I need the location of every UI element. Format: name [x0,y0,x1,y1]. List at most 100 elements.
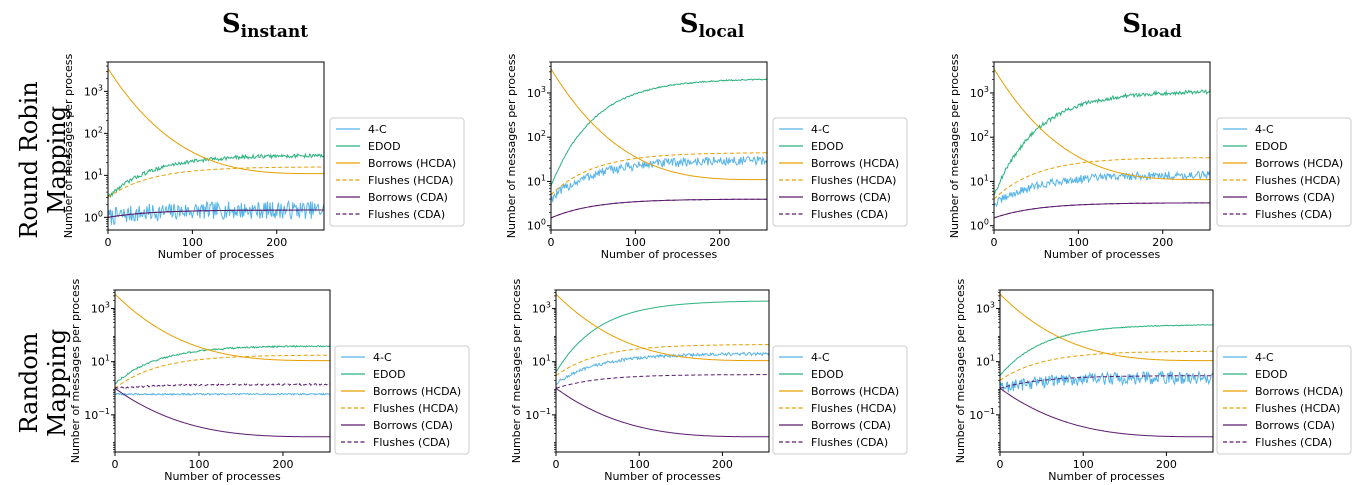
legend-entry: Flushes (HCDA) [368,174,453,187]
legend-entry: Borrows (CDA) [368,191,448,204]
series-line [994,170,1210,208]
x-tick-label: 200 [712,458,733,471]
series-line [556,300,769,373]
legend-entry: Borrows (HCDA) [811,385,899,398]
legend-entry: Flushes (HCDA) [373,402,458,415]
column-title-sub: local [699,22,745,42]
plot-frame [993,61,1211,231]
legend-entry: Flushes (HCDA) [811,402,896,415]
y-axis-label: Number of messages per process [62,53,75,238]
legend-entry: 4-C [368,123,387,136]
row-label-line-2: Mapping [43,106,71,214]
y-axis-label: Number of messages per process [505,53,518,238]
legend-box [1216,345,1352,455]
series-line [115,354,330,389]
legend-entry: EDOD [811,140,844,153]
legend-entry: Flushes (HCDA) [1255,402,1340,415]
series-line [115,344,330,385]
row-label-line-1: Round Robin [15,81,43,238]
legend-entry: Flushes (CDA) [811,436,888,449]
series-line [108,68,324,175]
legend-entry: EDOD [368,140,401,153]
series-line [556,351,769,385]
series-line [556,374,769,389]
legend-entry: EDOD [373,368,406,381]
legend-entry: Flushes (CDA) [373,436,450,449]
x-tick-label: 200 [266,236,287,249]
column-title-sub: instant [241,22,309,42]
series-line [551,152,767,196]
y-tick-label: 10−1 [969,407,995,422]
series-line [115,387,330,438]
legend-entry: Flushes (CDA) [368,208,445,221]
x-tick-label: 200 [272,458,293,471]
x-tick-label: 200 [1152,236,1173,249]
series-lines [108,68,324,226]
legend-box [772,117,908,227]
x-axis-label: Number of processes [604,470,721,483]
svg-text:Sload: Sload [1122,9,1182,42]
legend-entry: Borrows (CDA) [811,419,891,432]
x-tick-label: 0 [991,236,998,249]
legend-box [1216,117,1352,227]
legend-entry: 4-C [1255,123,1274,136]
series-line [115,293,330,362]
y-tick-label: 100 [970,218,989,233]
y-tick-label: 103 [527,85,546,100]
x-tick-label: 0 [997,458,1004,471]
series-lines [556,293,769,438]
series-line [551,78,767,187]
series-line [556,387,769,438]
y-tick-label: 103 [970,85,989,100]
legend-entry: 4-C [373,351,392,364]
legend-entry: 4-C [1255,351,1274,364]
x-axis-label: Number of processes [601,248,718,261]
x-tick-label: 0 [112,458,119,471]
svg-text:Sinstant: Sinstant [222,9,308,42]
series-line [994,89,1210,196]
y-tick-label: 100 [527,218,546,233]
y-tick-label: 102 [527,129,546,144]
legend: 4-C EDOD Borrows (HCDA) Flushes (HCDA) Borro… [772,117,908,227]
legend-entry: Borrows (CDA) [811,191,891,204]
legend: 4-C EDOD Borrows (HCDA) Flushes (HCDA) Borro… [329,117,465,227]
y-tick-label: 101 [84,167,103,182]
x-axis-label: Number of processes [1044,248,1161,261]
column-title-local: Slocal [680,9,745,42]
legend-entry: Borrows (CDA) [373,419,453,432]
row-label-round-robin: Round Robin Mapping [15,81,71,238]
y-tick-label: 10−1 [84,407,110,422]
x-tick-label: 100 [625,236,646,249]
plot-frame [555,289,770,453]
legend-box [334,345,470,455]
svg-text:Slocal: Slocal [680,9,745,42]
y-axis-label: Number of messages per process [948,53,961,238]
legend-entry: Borrows (HCDA) [1255,385,1343,398]
y-tick-label: 103 [532,301,551,316]
series-line [108,166,324,198]
series-lines [1000,293,1213,438]
legend-entry: 4-C [811,351,830,364]
legend: 4-C EDOD Borrows (HCDA) Flushes (HCDA) Borro… [1216,345,1352,455]
x-tick-label: 200 [709,236,730,249]
legend-entry: Borrows (CDA) [1255,191,1335,204]
plot-frame [114,289,331,453]
series-line [994,68,1210,181]
legend-entry: Flushes (HCDA) [1255,174,1340,187]
series-line [551,68,767,181]
y-tick-label: 101 [527,173,546,188]
x-tick-label: 100 [1068,236,1089,249]
legend-entry: Borrows (HCDA) [1255,157,1343,170]
legend-entry: 4-C [811,123,830,136]
chart-panel: 0 100 200 10−1 101 103 Number of processes Numb… [510,278,908,483]
column-title-main: S [1122,9,1141,39]
legend-entry: Flushes (CDA) [1255,208,1332,221]
y-tick-label: 101 [976,354,995,369]
legend-entry: Flushes (CDA) [811,208,888,221]
chart-panel: 0 100 200 10−1 101 103 Number of processes Numb… [69,278,470,483]
row-label-line-1: Random [15,332,43,433]
series-line [556,344,769,376]
legend-entry: Flushes (CDA) [1255,436,1332,449]
series-line [1000,293,1213,362]
